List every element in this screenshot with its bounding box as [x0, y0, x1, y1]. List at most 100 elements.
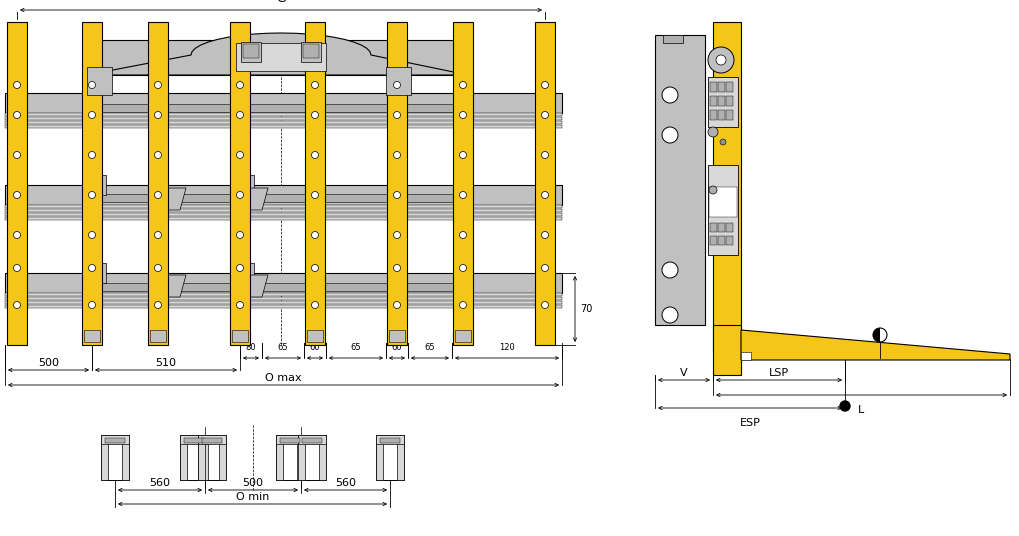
Bar: [298, 435, 326, 444]
Bar: [202, 438, 222, 443]
Circle shape: [89, 152, 96, 159]
Circle shape: [708, 186, 716, 194]
Bar: [740, 352, 750, 360]
Circle shape: [393, 191, 400, 198]
Circle shape: [541, 111, 548, 118]
Bar: [654, 35, 704, 325]
Bar: [717, 96, 725, 106]
Bar: [535, 22, 554, 345]
Circle shape: [459, 264, 466, 272]
Circle shape: [13, 301, 20, 309]
Bar: [712, 325, 740, 375]
Circle shape: [13, 191, 20, 198]
Circle shape: [541, 152, 548, 159]
Circle shape: [459, 191, 466, 198]
Bar: [726, 223, 733, 232]
Bar: [5, 209, 561, 212]
Circle shape: [707, 127, 717, 137]
Bar: [84, 330, 100, 342]
Bar: [101, 435, 128, 480]
Circle shape: [154, 152, 161, 159]
Circle shape: [541, 301, 548, 309]
Circle shape: [661, 307, 678, 323]
Text: 60: 60: [310, 343, 320, 352]
Circle shape: [393, 232, 400, 239]
Circle shape: [154, 264, 161, 272]
Bar: [280, 438, 300, 443]
Circle shape: [541, 264, 548, 272]
Bar: [319, 435, 326, 480]
Bar: [707, 77, 738, 127]
Bar: [305, 22, 325, 345]
Circle shape: [840, 401, 849, 411]
Bar: [201, 435, 208, 480]
Polygon shape: [150, 275, 185, 297]
Bar: [376, 435, 404, 480]
Text: 60: 60: [391, 343, 401, 352]
Circle shape: [13, 111, 20, 118]
Circle shape: [872, 328, 887, 342]
Bar: [198, 435, 205, 480]
Circle shape: [311, 111, 318, 118]
Bar: [240, 42, 261, 62]
Bar: [5, 213, 561, 216]
Bar: [101, 435, 128, 444]
Bar: [5, 121, 561, 124]
Bar: [454, 330, 471, 342]
Circle shape: [715, 55, 726, 65]
Polygon shape: [150, 188, 185, 210]
Bar: [709, 110, 716, 120]
Bar: [148, 175, 168, 195]
Bar: [298, 435, 305, 480]
Bar: [243, 44, 259, 58]
Circle shape: [236, 301, 244, 309]
Bar: [231, 330, 248, 342]
Bar: [235, 43, 326, 71]
Circle shape: [661, 262, 678, 278]
Circle shape: [393, 111, 400, 118]
Text: 65: 65: [277, 343, 288, 352]
Bar: [302, 438, 322, 443]
Circle shape: [393, 81, 400, 88]
Circle shape: [393, 152, 400, 159]
Text: 510: 510: [155, 358, 176, 368]
Bar: [86, 175, 106, 195]
Circle shape: [661, 87, 678, 103]
Bar: [276, 435, 282, 480]
Bar: [5, 113, 561, 116]
Bar: [709, 223, 716, 232]
Circle shape: [311, 232, 318, 239]
Circle shape: [541, 81, 548, 88]
Circle shape: [661, 127, 678, 143]
Bar: [712, 22, 740, 352]
Circle shape: [13, 264, 20, 272]
Polygon shape: [740, 330, 1009, 360]
Bar: [148, 22, 168, 345]
Circle shape: [154, 232, 161, 239]
Circle shape: [13, 232, 20, 239]
Bar: [717, 223, 725, 232]
Circle shape: [459, 111, 466, 118]
Circle shape: [459, 152, 466, 159]
Text: O min: O min: [235, 492, 269, 502]
Circle shape: [89, 81, 96, 88]
Bar: [385, 67, 411, 95]
Circle shape: [459, 301, 466, 309]
Text: 560: 560: [334, 478, 356, 488]
Bar: [303, 44, 319, 58]
Bar: [298, 435, 326, 480]
Bar: [5, 185, 561, 205]
Text: V: V: [680, 368, 687, 378]
Bar: [183, 438, 204, 443]
Circle shape: [89, 111, 96, 118]
Bar: [5, 93, 561, 113]
Bar: [709, 96, 716, 106]
Bar: [717, 236, 725, 245]
Bar: [105, 438, 125, 443]
Text: LSP: LSP: [768, 368, 789, 378]
Circle shape: [393, 301, 400, 309]
Circle shape: [154, 191, 161, 198]
Bar: [5, 297, 561, 300]
Bar: [5, 125, 561, 128]
Bar: [305, 263, 325, 283]
